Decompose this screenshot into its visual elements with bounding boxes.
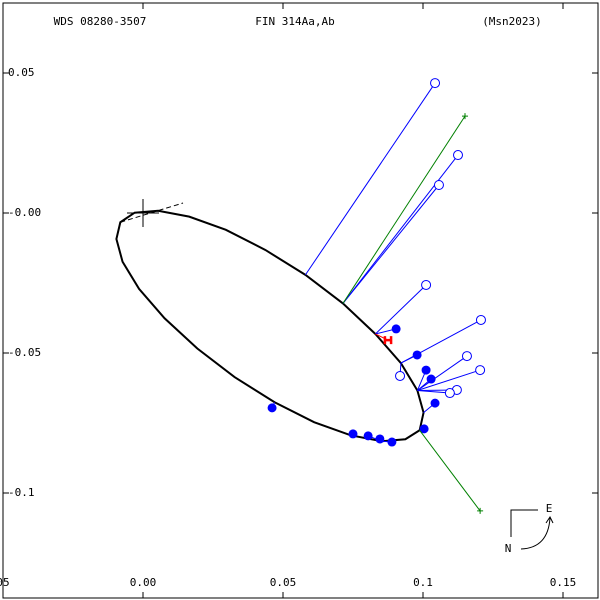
measurement	[421, 279, 432, 290]
measurement	[461, 351, 472, 362]
measurement	[433, 180, 444, 190]
residual-line	[417, 355, 468, 391]
residual-line	[342, 115, 466, 304]
measurement	[387, 437, 397, 447]
y-tick-label: 0.05	[8, 66, 35, 79]
reference-label: (Msn2023)	[482, 15, 542, 28]
compass-east: E	[546, 502, 553, 515]
residual-line	[342, 154, 459, 304]
x-tick-label: 0.05	[270, 576, 297, 589]
x-tick-label: 0.00	[130, 576, 157, 589]
x-tick-label: 0.15	[550, 576, 577, 589]
x-tick-label: 0.1	[413, 576, 433, 589]
measurement	[348, 429, 358, 439]
residual-line	[419, 429, 481, 512]
measurement	[430, 78, 441, 89]
residual-line	[417, 390, 450, 394]
measurement	[426, 374, 436, 384]
residual-line	[417, 369, 481, 391]
measurement	[363, 431, 373, 441]
residual-line	[400, 319, 482, 364]
residual-line	[304, 82, 436, 276]
line-of-apsides	[120, 202, 184, 223]
measurement	[395, 370, 406, 381]
compass-axes	[510, 509, 538, 537]
y-tick-label: -0.00	[8, 206, 41, 219]
measurement	[412, 350, 422, 360]
measurement	[453, 150, 463, 161]
measurement	[267, 403, 277, 413]
measurement	[391, 324, 401, 334]
residual-line	[375, 284, 427, 335]
compass-arrow	[520, 516, 554, 550]
measurement	[419, 424, 429, 434]
compass-north: N	[505, 542, 512, 555]
chart-title: FIN 314Aa,Ab	[255, 15, 334, 28]
measurement	[475, 365, 486, 376]
measurement	[430, 398, 440, 408]
measurement	[475, 314, 486, 325]
residual-line	[342, 184, 440, 304]
measurement	[444, 388, 455, 399]
y-tick-label: -0.05	[8, 346, 41, 359]
measurement	[462, 113, 468, 120]
measurement	[375, 434, 385, 444]
measurement	[477, 507, 484, 514]
measurement	[383, 336, 393, 345]
x-tick-label: 05	[0, 576, 10, 589]
wds-label: WDS 08280-3507	[54, 15, 147, 28]
compass	[510, 509, 554, 550]
y-tick-label: -0.1	[8, 486, 35, 499]
measurement	[421, 365, 431, 375]
